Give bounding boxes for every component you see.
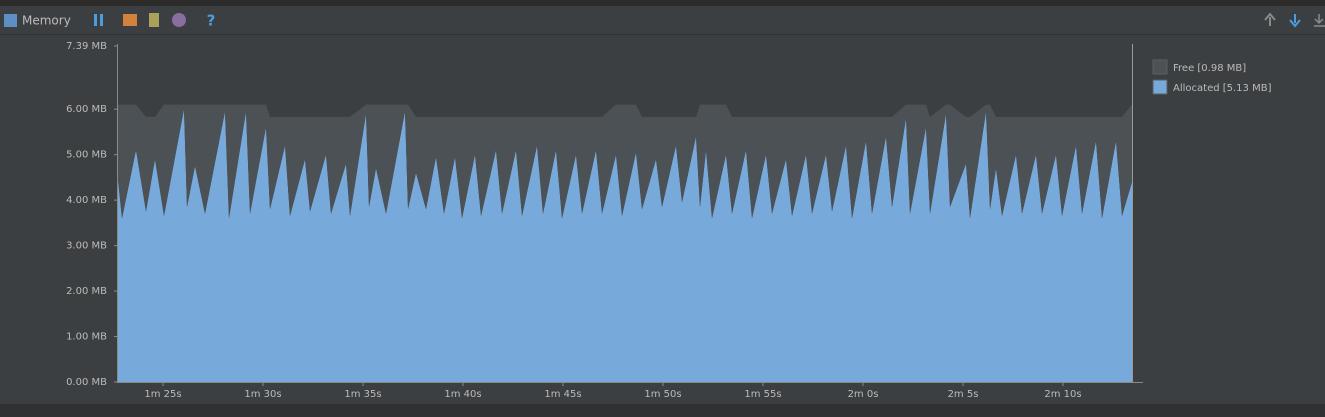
x-tick-label: 1m 45s	[544, 389, 581, 400]
toolbar-title: Memory	[22, 14, 71, 28]
export-button[interactable]	[1314, 14, 1325, 27]
gc-button[interactable]	[123, 14, 137, 26]
y-tick-label: 4.00 MB	[66, 195, 107, 206]
x-tick-label: 1m 55s	[744, 389, 781, 400]
legend-label: Free [0.98 MB]	[1173, 63, 1246, 74]
legend-swatch	[1152, 59, 1168, 75]
allocation-tracker-button[interactable]	[172, 13, 186, 27]
area-1	[117, 104, 1132, 219]
x-tick-label: 2m 5s	[948, 389, 979, 400]
legend-label: Allocated [5.13 MB]	[1173, 83, 1272, 94]
x-tick-label: 1m 35s	[344, 389, 381, 400]
y-tick-label: 3.00 MB	[66, 241, 107, 252]
pause-button[interactable]	[94, 14, 97, 26]
plot: 0.00 MB 1.00 MB 2.00 MB 3.00 MB 4.00 MB 5.00 …	[66, 41, 1272, 400]
x-tick-label: 2m 0s	[848, 389, 879, 400]
x-tick-label: 1m 40s	[444, 389, 481, 400]
y-tick-label: 1.00 MB	[66, 332, 107, 343]
scroll-down-button[interactable]	[1289, 14, 1301, 28]
dump-heap-button[interactable]	[149, 13, 159, 27]
y-tick-label: 7.39 MB	[66, 41, 107, 52]
y-tick-label: 0.00 MB	[66, 377, 107, 388]
status-strip	[0, 404, 1325, 417]
tab-strip	[0, 0, 1325, 6]
y-tick-label: 6.00 MB	[66, 104, 107, 115]
y-tick-label: 2.00 MB	[66, 286, 107, 297]
memory-icon	[4, 14, 17, 27]
scroll-up-button[interactable]	[1264, 12, 1276, 26]
x-tick-label: 1m 25s	[144, 389, 181, 400]
x-tick-label: 1m 30s	[244, 389, 281, 400]
y-tick-label: 5.00 MB	[66, 150, 107, 161]
toolbar	[0, 6, 1325, 34]
x-tick-label: 2m 10s	[1044, 389, 1081, 400]
legend-swatch	[1152, 79, 1168, 95]
pause-button-bar	[100, 14, 103, 26]
x-tick-label: 1m 50s	[644, 389, 681, 400]
area-0	[117, 109, 1132, 382]
help-button[interactable]: ?	[207, 12, 216, 30]
